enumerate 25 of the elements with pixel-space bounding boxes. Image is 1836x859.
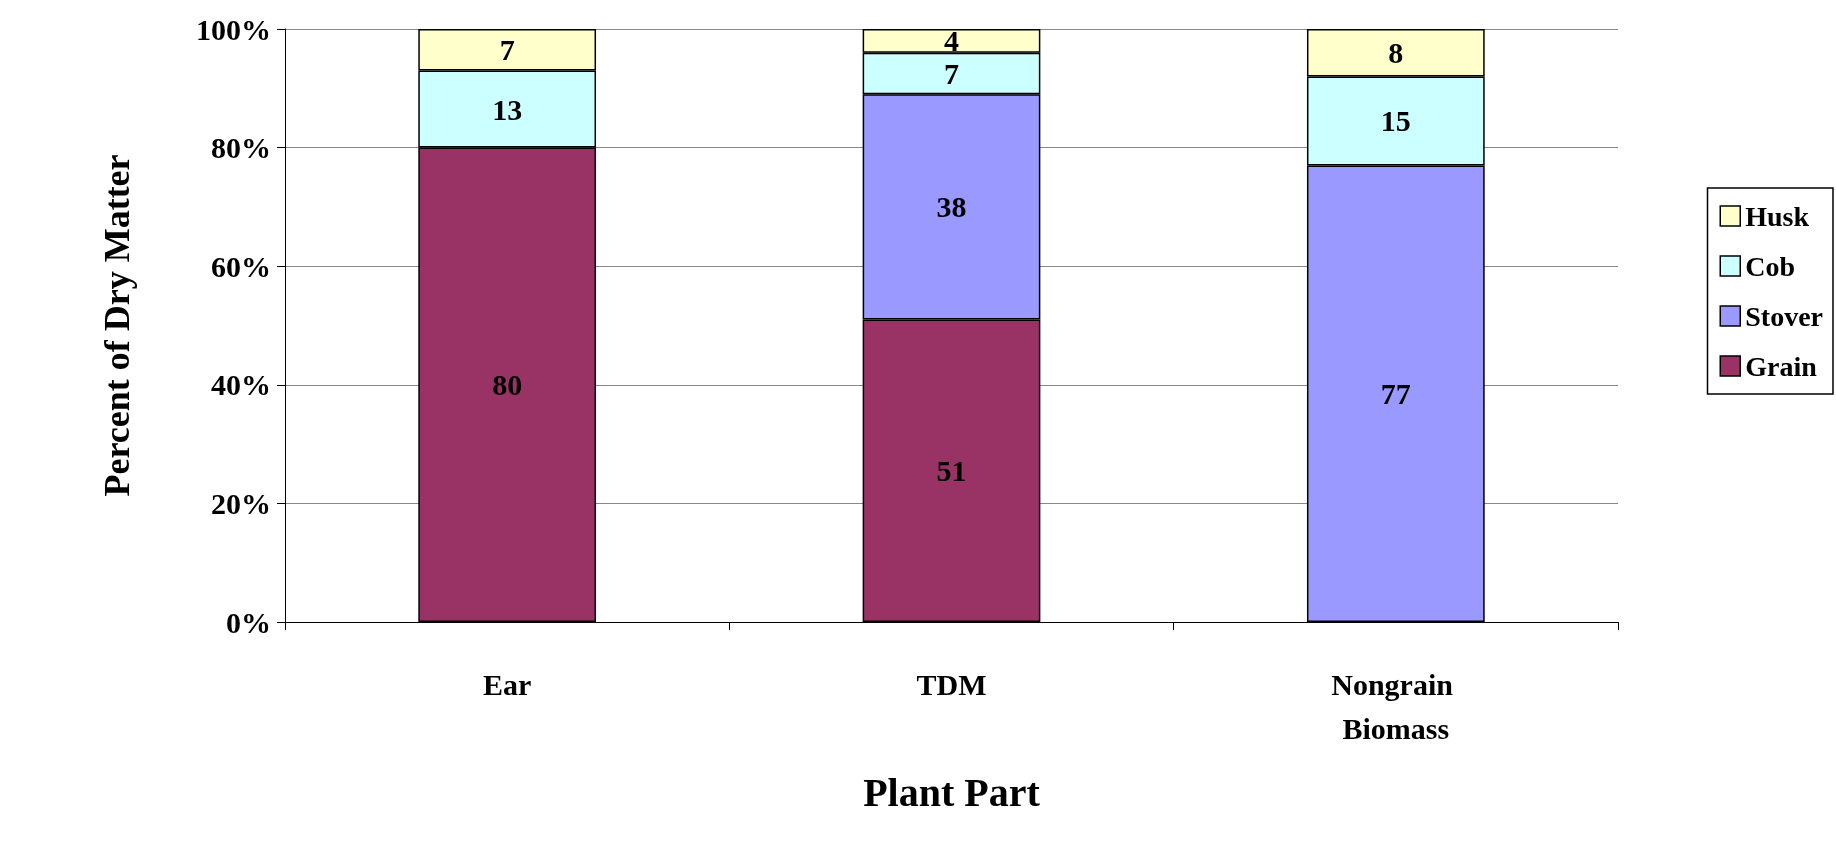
data-label: 4	[944, 24, 959, 58]
x-axis-title: Plant Part	[863, 769, 1041, 815]
data-label: 7	[944, 56, 959, 90]
data-label: 7	[499, 33, 515, 67]
data-label: 8	[1388, 36, 1404, 70]
y-tick-label: 100%	[196, 12, 271, 46]
y-tick-label: 40%	[211, 368, 271, 402]
y-axis-title: Percent of Dry Matter	[97, 154, 137, 497]
x-tick-label: TDM	[916, 667, 987, 701]
data-label: 51	[936, 454, 967, 488]
legend-label: Cob	[1745, 250, 1796, 282]
y-tick-label: 0%	[226, 605, 271, 639]
legend-label: Husk	[1745, 200, 1810, 232]
x-tick-label: Nongrain Biomass	[1331, 667, 1461, 745]
y-tick-label: 20%	[211, 486, 271, 520]
data-label: 15	[1380, 104, 1411, 138]
legend-label: Stover	[1745, 300, 1824, 332]
data-label: 80	[492, 368, 523, 402]
y-tick-label: 60%	[211, 249, 271, 283]
y-tick-label: 80%	[211, 131, 271, 165]
legend-label: Grain	[1745, 350, 1818, 382]
data-label: 77	[1380, 377, 1411, 411]
data-label: 13	[492, 92, 523, 126]
data-label: 38	[936, 190, 967, 224]
x-tick-label: Ear	[483, 667, 532, 701]
